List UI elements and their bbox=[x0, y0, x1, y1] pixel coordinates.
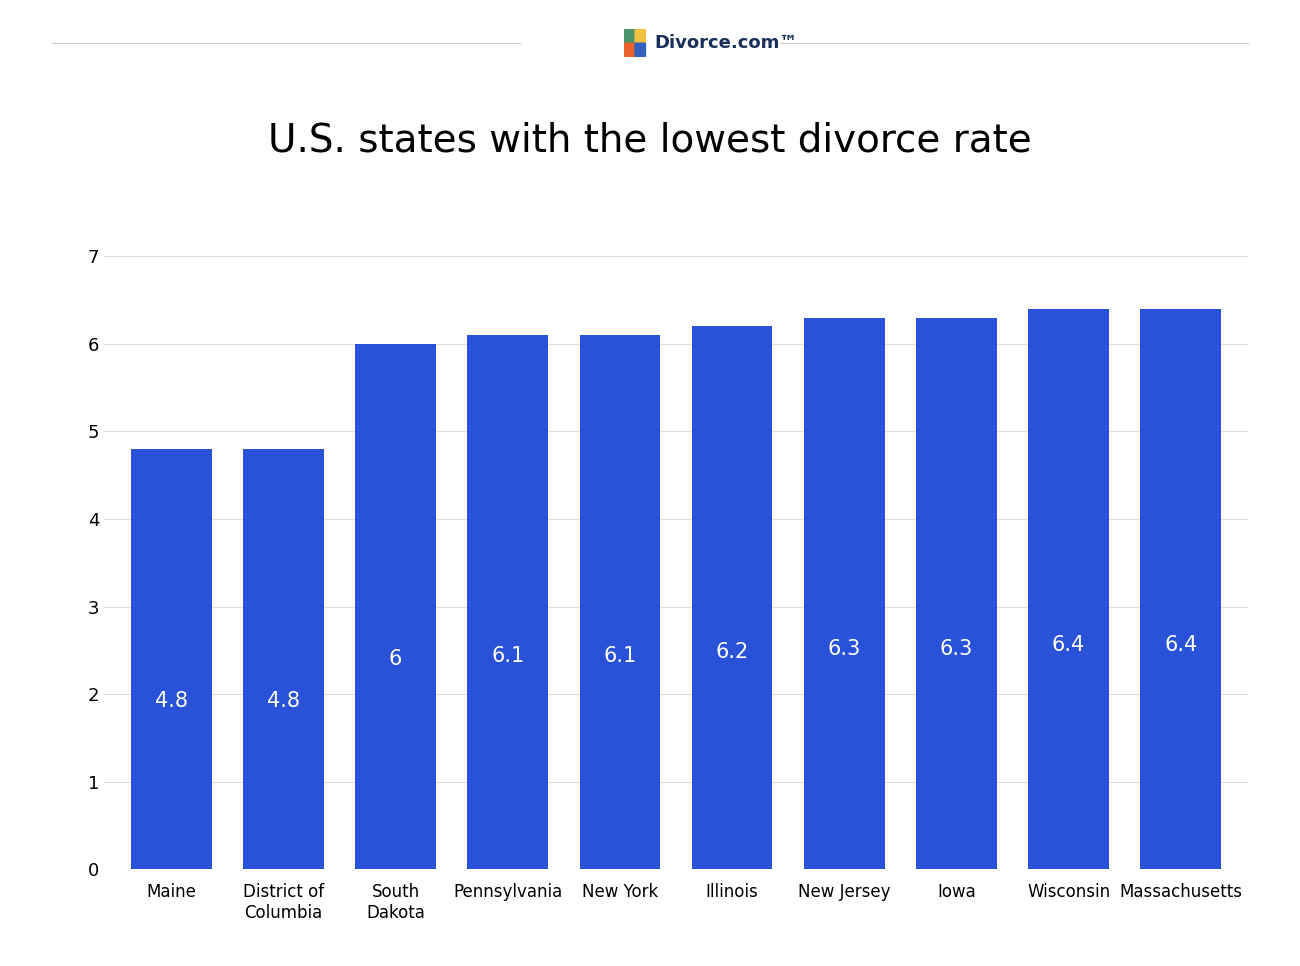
Text: 6.1: 6.1 bbox=[491, 645, 524, 666]
Text: 6.4: 6.4 bbox=[1052, 636, 1086, 655]
Bar bbox=[692, 327, 772, 869]
Bar bbox=[916, 318, 997, 869]
Bar bbox=[1140, 309, 1221, 869]
Text: 4.8: 4.8 bbox=[266, 692, 300, 711]
Text: U.S. states with the lowest divorce rate: U.S. states with the lowest divorce rate bbox=[268, 121, 1032, 159]
Text: Divorce.com™: Divorce.com™ bbox=[654, 35, 797, 52]
Text: 6.3: 6.3 bbox=[828, 639, 861, 659]
Bar bbox=[1028, 309, 1109, 869]
Text: 6.3: 6.3 bbox=[940, 639, 972, 659]
Text: 6.1: 6.1 bbox=[603, 645, 637, 666]
Bar bbox=[131, 449, 212, 869]
Text: 6.4: 6.4 bbox=[1164, 636, 1197, 655]
Text: 6.2: 6.2 bbox=[715, 642, 749, 662]
Bar bbox=[243, 449, 324, 869]
Bar bbox=[355, 344, 436, 869]
Bar bbox=[803, 318, 884, 869]
Text: 6: 6 bbox=[389, 649, 402, 669]
Bar bbox=[468, 335, 549, 869]
Text: 4.8: 4.8 bbox=[155, 692, 187, 711]
Bar bbox=[580, 335, 660, 869]
